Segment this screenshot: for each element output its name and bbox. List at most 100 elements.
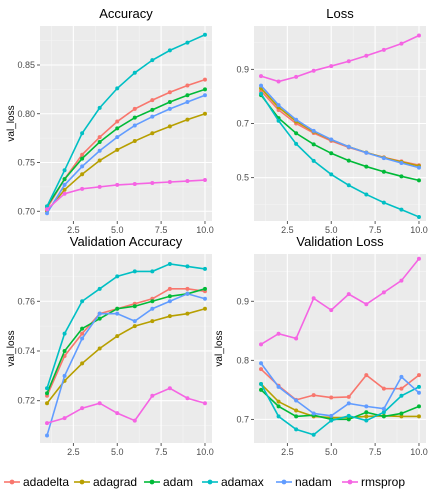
data-point-adamax	[115, 274, 120, 279]
data-point-adamax	[346, 413, 351, 418]
data-point-nadam	[202, 93, 207, 98]
data-point-nadam	[132, 319, 137, 324]
data-point-adadelta	[311, 393, 316, 398]
data-point-adam	[202, 87, 207, 92]
data-point-rmsprop	[97, 401, 102, 406]
x-tick-label: 5.0	[111, 225, 124, 235]
data-point-nadam	[276, 103, 281, 108]
panel-title: Loss	[326, 6, 354, 21]
data-point-nadam	[381, 156, 386, 161]
data-point-adam	[381, 169, 386, 174]
series-line-rmsprop	[46, 387, 206, 424]
data-point-rmsprop	[259, 74, 264, 79]
data-point-adamax	[346, 183, 351, 188]
data-point-adadelta	[115, 119, 120, 124]
data-point-rmsprop	[132, 181, 137, 186]
data-point-nadam	[115, 135, 120, 140]
y-tick-label: 0.72	[17, 396, 35, 406]
data-point-adamax	[416, 214, 421, 219]
data-point-adamax	[150, 269, 155, 274]
data-point-adam	[381, 414, 386, 419]
y-axis-label: val_loss	[6, 330, 17, 366]
panel-1: 0.70 0.75 0.80 0.85 2.5 5.0 7.5 10.0 Accuracy val…	[6, 6, 214, 235]
data-point-adadelta	[132, 106, 137, 111]
data-point-nadam	[399, 161, 404, 166]
data-point-rmsprop	[381, 47, 386, 52]
data-point-rmsprop	[364, 53, 369, 58]
legend-label: rmsprop	[361, 475, 405, 489]
data-point-adamax	[364, 192, 369, 197]
data-point-rmsprop	[294, 336, 299, 341]
data-point-adagrad	[80, 361, 85, 366]
data-point-nadam	[80, 164, 85, 169]
x-tick-label: 10.0	[410, 225, 428, 235]
x-tick-label: 7.5	[155, 225, 168, 235]
data-point-adamax	[202, 32, 207, 37]
panel-2: 0.5 0.7 0.9 2.5 5.0 7.5 10.0 Loss	[236, 6, 427, 235]
legend-key-point	[207, 479, 213, 485]
data-point-adam	[97, 316, 102, 321]
data-point-adamax	[381, 200, 386, 205]
data-point-nadam	[276, 384, 281, 389]
data-point-nadam	[167, 299, 172, 304]
y-tick-label: 0.8	[236, 355, 249, 365]
data-point-nadam	[97, 148, 102, 153]
data-point-adamax	[329, 172, 334, 177]
legend-label: adam	[163, 475, 193, 489]
data-point-rmsprop	[80, 186, 85, 191]
data-point-adam	[294, 131, 299, 136]
data-point-adadelta	[416, 373, 421, 378]
data-point-adadelta	[167, 90, 172, 95]
series-line-adam	[46, 88, 206, 207]
data-point-adamax	[45, 386, 50, 391]
data-point-adamax	[62, 168, 67, 173]
data-point-rmsprop	[115, 182, 120, 187]
data-point-rmsprop	[167, 386, 172, 391]
data-point-rmsprop	[381, 290, 386, 295]
data-point-adadelta	[399, 386, 404, 391]
data-point-nadam	[364, 150, 369, 155]
data-point-rmsprop	[329, 64, 334, 69]
data-point-adadelta	[97, 135, 102, 140]
data-point-rmsprop	[132, 418, 137, 423]
series-line-adam	[260, 94, 420, 182]
data-point-adam	[259, 387, 264, 392]
data-point-rmsprop	[202, 178, 207, 183]
chart-panels: 0.70 0.75 0.80 0.85 2.5 5.0 7.5 10.0 Accuracy val…	[6, 6, 428, 457]
data-point-adam	[294, 414, 299, 419]
data-point-adadelta	[202, 77, 207, 82]
data-point-nadam	[399, 374, 404, 379]
data-point-nadam	[80, 336, 85, 341]
x-tick-label: 5.0	[325, 447, 338, 457]
data-point-adadelta	[185, 83, 190, 88]
x-tick-label: 2.5	[281, 225, 294, 235]
data-point-adamax	[97, 105, 102, 110]
data-point-adam	[167, 100, 172, 105]
data-point-adagrad	[185, 311, 190, 316]
legend-item-nadam: nadam	[276, 475, 332, 489]
x-tick-label: 10.0	[410, 447, 428, 457]
data-point-adamax	[150, 58, 155, 63]
data-point-adagrad	[399, 414, 404, 419]
x-tick-label: 5.0	[325, 225, 338, 235]
data-point-adam	[132, 115, 137, 120]
data-point-rmsprop	[399, 278, 404, 283]
data-point-adadelta	[329, 395, 334, 400]
data-point-rmsprop	[311, 68, 316, 73]
data-point-adadelta	[259, 367, 264, 372]
data-point-adadelta	[346, 394, 351, 399]
data-point-rmsprop	[346, 292, 351, 297]
data-point-rmsprop	[185, 396, 190, 401]
data-point-adam	[150, 107, 155, 112]
data-point-rmsprop	[416, 33, 421, 38]
data-point-adamax	[62, 331, 67, 336]
x-tick-label: 10.0	[196, 447, 214, 457]
data-point-nadam	[294, 117, 299, 122]
data-point-rmsprop	[276, 331, 281, 336]
data-point-adam	[62, 177, 67, 182]
data-point-adamax	[80, 131, 85, 136]
data-point-nadam	[416, 165, 421, 170]
data-point-adadelta	[80, 331, 85, 336]
legend-label: nadam	[295, 475, 332, 489]
data-point-adagrad	[132, 139, 137, 144]
